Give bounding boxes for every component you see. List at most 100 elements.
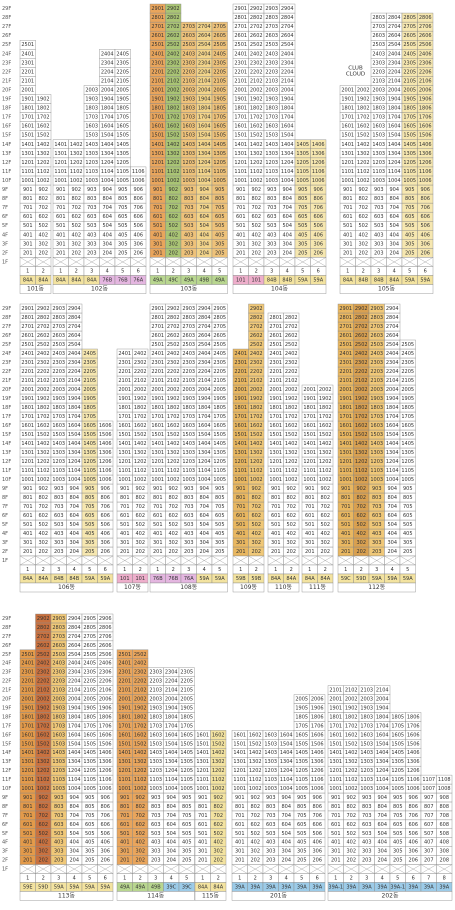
unit-number: 2002 [134,697,147,703]
unit-number: 2405 [83,351,96,357]
unit-number: 201 [236,549,246,555]
unit-number: 1006 [132,178,145,184]
unit-number: 2701 [339,324,352,330]
unit-number: 502 [38,223,48,229]
unit-number: 706 [420,205,430,211]
line-number: 3 [269,876,272,882]
unit-number: 603 [54,513,64,519]
floor-label: 23F [2,360,11,366]
unit-number: 1601 [21,124,34,130]
unit-number: 701 [56,205,66,211]
unit-number: 1402 [355,441,368,447]
unit-number: 403 [374,232,384,238]
unit-number: 2003 [372,87,385,93]
unit-number: 704 [69,813,79,819]
unit-number: 2405 [213,351,226,357]
unit-number: 306 [408,849,418,855]
unit-number: 1103 [85,169,98,175]
unit-number: 1603 [360,732,373,738]
unit-number: 2805 [83,625,96,631]
unit-number: 1203 [370,459,383,465]
line-number: 6 [316,876,319,882]
unit-number: 2904 [281,6,294,12]
unit-number: 2201 [118,679,131,685]
unit-number: 2802 [285,315,298,321]
unit-number: 2605 [83,643,96,649]
unit-number: 1302 [134,450,147,456]
unit-number: 2804 [68,625,81,631]
unit-number: 1503 [52,432,65,438]
unit-number: 1701 [329,723,342,729]
unit-number: 1804 [101,106,114,112]
unit-number: 1904 [388,97,401,103]
unit-type: 59A [313,278,323,284]
unit-number: 1406 [312,142,325,148]
floor-label: 24F [2,351,11,357]
unit-number: 905 [118,187,128,193]
unit-number: 702 [38,504,48,510]
unit-number: 1503 [370,432,383,438]
unit-number: 1705 [401,414,414,420]
unit-number: 606 [100,513,110,519]
unit-number: 302 [251,540,261,546]
unit-number: 2703 [182,324,195,330]
unit-number: 1703 [370,414,383,420]
unit-number: 201 [235,858,245,864]
unit-type: 49A [135,884,145,890]
unit-number: 2404 [101,51,114,57]
unit-number: 1604 [68,732,81,738]
unit-number: 1902 [319,396,332,402]
unit-number: 2202 [250,69,263,75]
unit-number: 605 [85,822,95,828]
floor-label: 19F [2,705,11,711]
unit-number: 504 [69,522,79,528]
unit-number: 2004 [101,87,114,93]
unit-number: 1402 [249,750,262,756]
unit-number: 305 [403,540,413,546]
unit-number: 2203 [182,369,195,375]
unit-number: 1405 [83,750,96,756]
line-number: 3 [57,876,60,882]
unit-number: 1204 [68,459,81,465]
unit-number: 1205 [296,160,309,166]
unit-number: 1101 [54,169,67,175]
unit-number: 2004 [68,697,81,703]
unit-number: 902 [135,486,145,492]
unit-number: 205 [118,250,128,256]
line-number: 4 [73,876,76,882]
unit-number: 2101 [118,378,131,384]
unit-number: 1403 [85,142,98,148]
unit-number: 706 [313,205,323,211]
unit-number: 1201 [341,160,354,166]
unit-number: 1904 [198,396,211,402]
unit-number: 504 [69,831,79,837]
unit-number: 501 [341,522,351,528]
floor-label: 25F [2,652,11,658]
floor-label: 14F [2,441,11,447]
unit-type: 59A [85,884,95,890]
unit-number: 1005 [403,178,416,184]
unit-number: 2403 [182,51,195,57]
unit-number: 2206 [419,69,432,75]
unit-number: 2201 [234,69,247,75]
unit-number: 601 [235,822,245,828]
unit-number: 2301 [234,60,247,66]
unit-number: 2604 [68,333,81,339]
unit-number: 1702 [37,414,50,420]
unit-number: 1506 [99,741,112,747]
unit-number: 2103 [360,688,373,694]
unit-number: 2106 [419,78,432,84]
unit-number: 1801 [118,405,131,411]
unit-number: 901 [198,795,208,801]
unit-number: 1004 [198,178,211,184]
unit-number: 504 [199,223,209,229]
floor-label: 29F [2,306,11,312]
unit-number: 1401 [234,142,247,148]
unit-number: 1003 [372,178,385,184]
unit-number: 404 [199,232,209,238]
unit-number: 1102 [212,777,225,783]
unit-number: 901 [153,486,163,492]
unit-number: 304 [102,241,112,247]
unit-number: 2001 [329,697,342,703]
line-number: 5 [88,567,91,573]
